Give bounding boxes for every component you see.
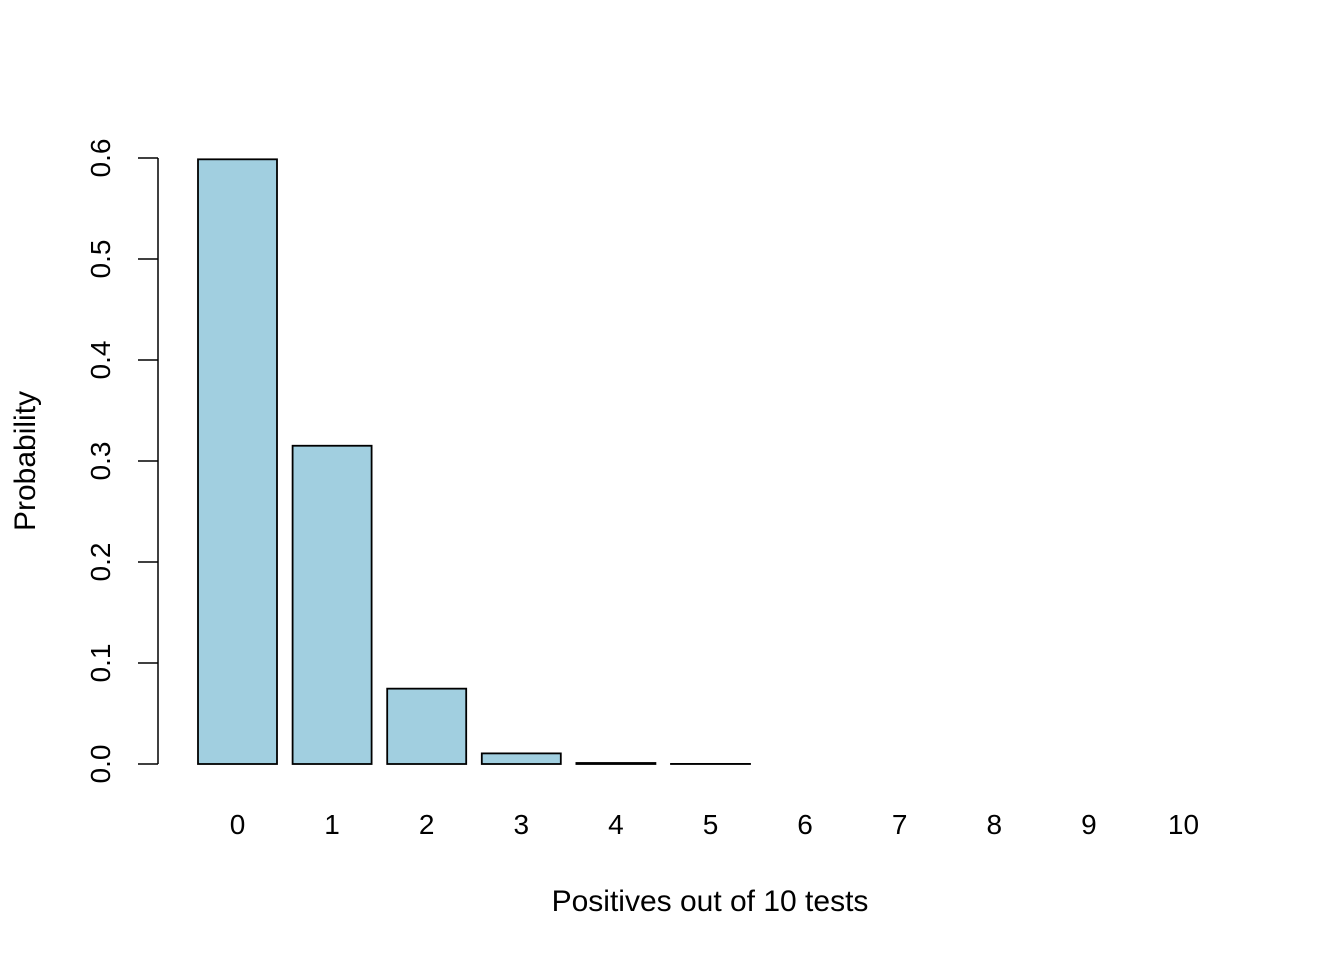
y-axis: 0.0 0.1 0.2 0.3 0.4 0.5 0.6 — [85, 139, 159, 784]
bar-4 — [575, 762, 657, 765]
bar-3 — [480, 752, 562, 765]
x-tick-label-5: 5 — [703, 809, 719, 840]
x-tick-label-2: 2 — [419, 809, 435, 840]
bars-group — [197, 158, 751, 765]
x-tick-label-0: 0 — [230, 809, 246, 840]
y-axis-title: Probability — [9, 391, 42, 531]
x-tick-label-6: 6 — [797, 809, 813, 840]
bar-2 — [386, 687, 468, 765]
y-tick-label-0.0: 0.0 — [85, 745, 116, 784]
x-tick-label-3: 3 — [514, 809, 530, 840]
x-tick-label-8: 8 — [987, 809, 1003, 840]
y-tick-label-0.1: 0.1 — [85, 644, 116, 683]
bar-0 — [197, 158, 278, 765]
x-axis-labels: 0 1 2 3 4 5 6 7 8 9 10 — [230, 809, 1199, 840]
x-tick-label-7: 7 — [892, 809, 908, 840]
y-tick-label-0.3: 0.3 — [85, 442, 116, 481]
y-tick-label-0.4: 0.4 — [85, 341, 116, 380]
y-tick-label-0.2: 0.2 — [85, 543, 116, 582]
x-tick-label-4: 4 — [608, 809, 624, 840]
y-tick-label-0.6: 0.6 — [85, 139, 116, 178]
x-tick-label-10: 10 — [1168, 809, 1199, 840]
x-tick-label-9: 9 — [1081, 809, 1097, 840]
x-axis-title: Positives out of 10 tests — [552, 885, 869, 918]
x-tick-label-1: 1 — [324, 809, 340, 840]
y-tick-label-0.5: 0.5 — [85, 240, 116, 279]
bar-1 — [291, 444, 373, 765]
